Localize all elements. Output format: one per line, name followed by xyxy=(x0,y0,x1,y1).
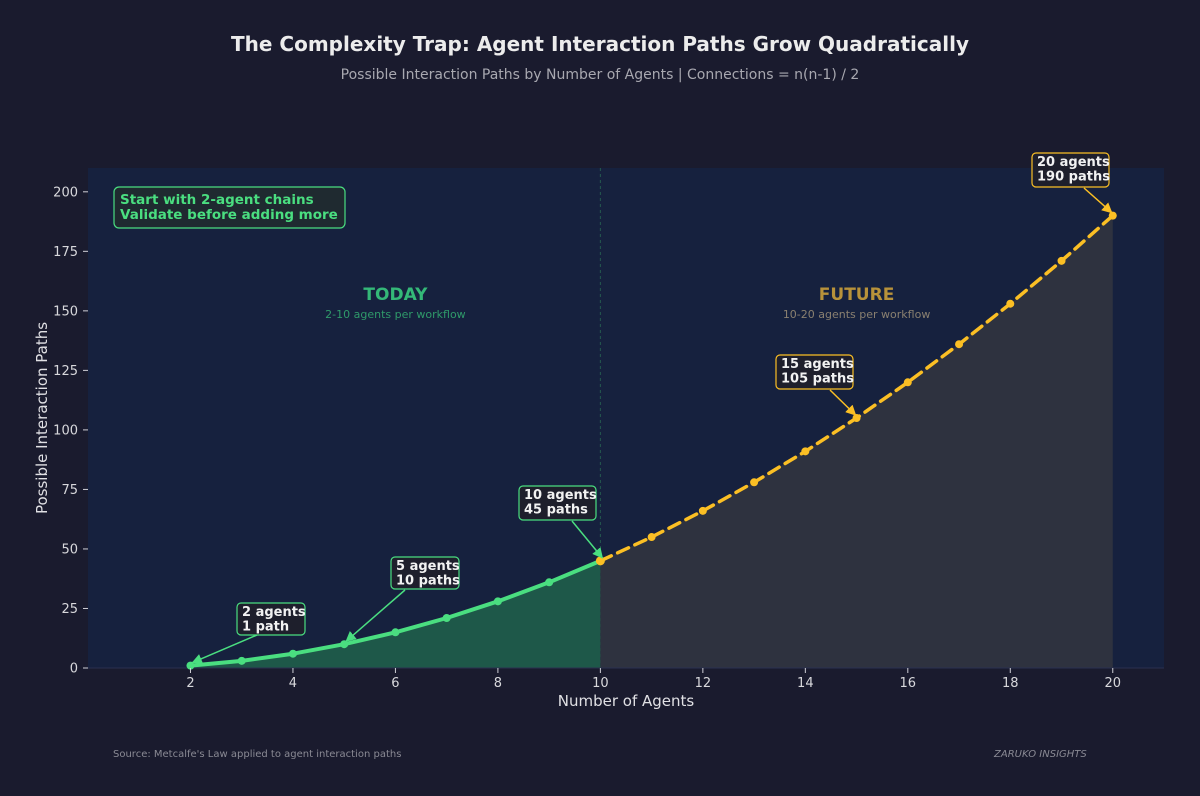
y-tick-label: 125 xyxy=(53,364,78,379)
y-tick-label: 25 xyxy=(61,602,78,617)
callout-box xyxy=(113,186,346,229)
today-point xyxy=(288,649,297,658)
junction-point xyxy=(595,556,605,566)
annotation-box xyxy=(775,354,854,390)
annotation-arrow xyxy=(345,589,406,642)
chart-subtitle: Possible Interaction Paths by Number of … xyxy=(340,67,860,83)
x-tick-label: 16 xyxy=(900,676,917,691)
annotation-arrow xyxy=(1083,187,1113,214)
future-point xyxy=(647,533,656,542)
annotation-label: 1 path xyxy=(242,620,289,635)
future-point xyxy=(955,340,964,349)
annotation-arrow xyxy=(191,634,258,664)
y-tick-label: 75 xyxy=(61,483,78,498)
annotation-label: 5 agents xyxy=(396,559,460,574)
region-future-title: FUTURE xyxy=(819,285,895,305)
x-tick-label: 18 xyxy=(1002,676,1019,691)
y-tick-label: 150 xyxy=(53,304,78,319)
today-point xyxy=(545,578,554,587)
today-area xyxy=(190,560,601,668)
future-point xyxy=(903,378,912,387)
future-point xyxy=(698,506,707,515)
annotation-box xyxy=(236,602,306,636)
today-point xyxy=(442,614,451,622)
region-future-subtitle: 10-20 agents per workflow xyxy=(783,308,931,321)
x-tick-label: 4 xyxy=(289,676,297,691)
brand-label: ZARUKO INSIGHTS xyxy=(994,749,1087,760)
y-tick-label: 0 xyxy=(70,662,78,677)
x-tick-label: 6 xyxy=(391,676,399,691)
today-point xyxy=(391,628,400,637)
chart-title: The Complexity Trap: Agent Interaction P… xyxy=(231,32,969,56)
x-axis-label: Number of Agents xyxy=(558,692,695,710)
y-tick-label: 50 xyxy=(61,542,78,557)
y-tick-label: 100 xyxy=(53,423,78,438)
x-tick-label: 8 xyxy=(494,676,502,691)
annotation-box xyxy=(390,556,460,590)
future-point xyxy=(852,414,861,422)
today-point xyxy=(340,640,349,649)
annotation-box xyxy=(518,485,597,521)
x-tick-label: 20 xyxy=(1104,676,1121,691)
annotation-label: 190 paths xyxy=(1037,170,1110,185)
today-point xyxy=(493,597,502,606)
annotation-label: 10 paths xyxy=(396,574,460,589)
annotation-arrow xyxy=(829,389,857,416)
future-point xyxy=(1057,256,1066,265)
annotation-label: 20 agents xyxy=(1037,155,1110,170)
x-tick-label: 12 xyxy=(695,676,712,691)
y-tick-label: 175 xyxy=(53,245,78,260)
y-tick-label: 200 xyxy=(53,185,78,200)
callout-line: Start with 2-agent chains xyxy=(120,192,314,208)
annotation-label: 105 paths xyxy=(781,372,854,387)
annotation-label: 2 agents xyxy=(242,605,306,620)
annotation-label: 15 agents xyxy=(781,357,854,372)
callout-line: Validate before adding more xyxy=(120,207,338,223)
x-tick-label: 10 xyxy=(592,676,609,691)
future-point xyxy=(750,478,759,487)
x-tick-label: 14 xyxy=(797,676,814,691)
annotation-label: 10 agents xyxy=(524,488,597,503)
future-point xyxy=(1108,211,1117,220)
x-tick-label: 2 xyxy=(186,676,194,691)
future-area xyxy=(600,215,1113,668)
today-point xyxy=(237,656,246,665)
source-note: Source: Metcalfe's Law applied to agent … xyxy=(113,749,402,760)
y-axis-label: Possible Interaction Paths xyxy=(33,322,51,514)
annotation-box xyxy=(1031,152,1110,188)
future-point xyxy=(1006,299,1015,308)
annotation-arrow xyxy=(571,520,604,559)
future-point xyxy=(801,447,810,456)
region-today-title: TODAY xyxy=(363,285,428,305)
region-today-subtitle: 2-10 agents per workflow xyxy=(325,308,466,321)
annotation-label: 45 paths xyxy=(524,503,588,518)
